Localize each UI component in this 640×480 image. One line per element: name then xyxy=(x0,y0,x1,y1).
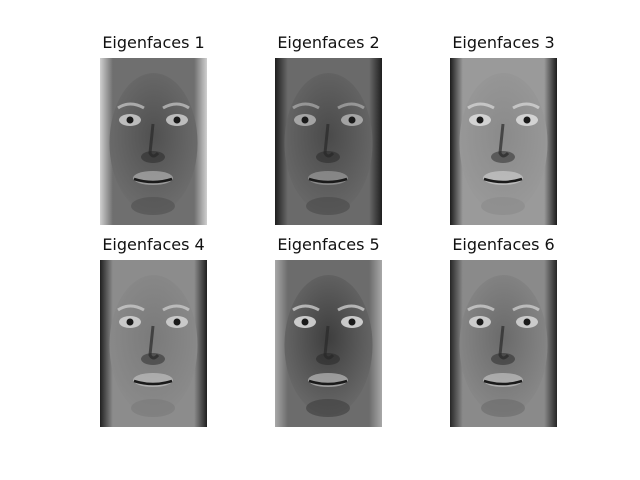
left-brow xyxy=(292,102,320,110)
face-shape xyxy=(284,73,373,213)
eigenface-image xyxy=(275,58,382,225)
right-brow xyxy=(162,304,190,312)
panel-title: Eigenfaces 2 xyxy=(277,33,380,52)
nostrils xyxy=(491,151,515,163)
eigenface-image xyxy=(100,260,207,427)
eigenface-image xyxy=(275,260,382,427)
panel-title: Eigenfaces 4 xyxy=(102,235,205,254)
left-pupil xyxy=(126,116,134,124)
left-brow xyxy=(117,102,145,110)
right-pupil xyxy=(173,318,181,326)
chin xyxy=(481,197,525,215)
face-shape xyxy=(109,73,198,213)
eigenface-image xyxy=(100,58,207,225)
chin xyxy=(306,197,350,215)
right-pupil xyxy=(348,318,356,326)
chin xyxy=(131,197,175,215)
left-pupil xyxy=(301,116,309,124)
right-brow xyxy=(337,304,365,312)
chin xyxy=(481,399,525,417)
mouth xyxy=(308,177,348,184)
mouth xyxy=(308,379,348,386)
nostrils xyxy=(491,353,515,365)
left-brow xyxy=(467,102,495,110)
panel-title: Eigenfaces 5 xyxy=(277,235,380,254)
left-pupil xyxy=(476,318,484,326)
eigenface-image xyxy=(450,260,557,427)
right-brow xyxy=(512,304,540,312)
nostrils xyxy=(316,353,340,365)
mouth xyxy=(133,379,173,386)
left-pupil xyxy=(126,318,134,326)
face-shape xyxy=(459,275,548,415)
nostrils xyxy=(141,353,165,365)
mouth xyxy=(133,177,173,184)
right-pupil xyxy=(348,116,356,124)
mouth xyxy=(483,379,523,386)
left-brow xyxy=(117,304,145,312)
left-pupil xyxy=(301,318,309,326)
eigenface-image xyxy=(450,58,557,225)
right-pupil xyxy=(173,116,181,124)
chin xyxy=(306,399,350,417)
left-pupil xyxy=(476,116,484,124)
left-brow xyxy=(292,304,320,312)
nostrils xyxy=(316,151,340,163)
right-brow xyxy=(512,102,540,110)
panel-title: Eigenfaces 3 xyxy=(452,33,555,52)
panel-title: Eigenfaces 1 xyxy=(102,33,205,52)
mouth xyxy=(483,177,523,184)
right-pupil xyxy=(523,318,531,326)
nostrils xyxy=(141,151,165,163)
panel-title: Eigenfaces 6 xyxy=(452,235,555,254)
chin xyxy=(131,399,175,417)
right-pupil xyxy=(523,116,531,124)
left-brow xyxy=(467,304,495,312)
right-brow xyxy=(337,102,365,110)
right-brow xyxy=(162,102,190,110)
face-shape xyxy=(459,73,548,213)
face-shape xyxy=(109,275,198,415)
face-shape xyxy=(284,275,373,415)
